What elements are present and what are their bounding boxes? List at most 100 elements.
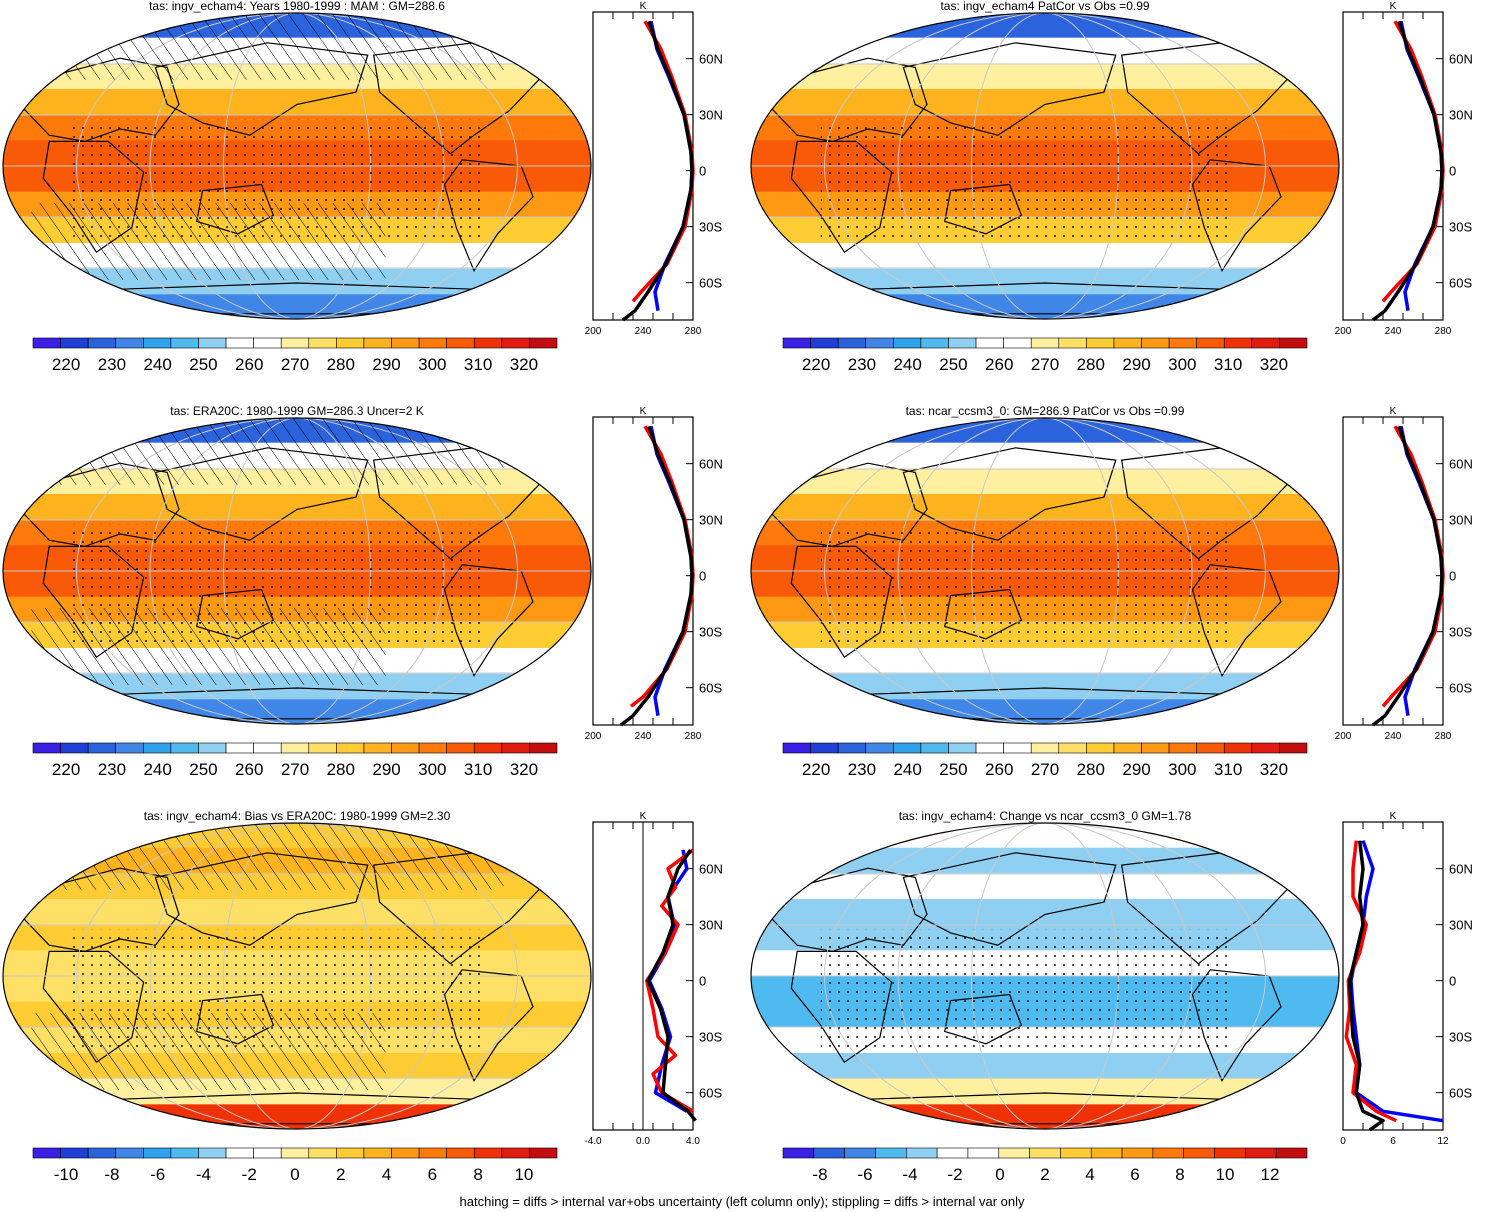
colorbar-tick-label: 290 — [372, 760, 400, 779]
colorbar-swatch — [115, 337, 144, 349]
panel-title: tas: ingv_echam4: Bias vs ERA20C: 1980-1… — [144, 809, 451, 823]
colorbar-tick-label: 300 — [418, 760, 446, 779]
colorbar-swatch — [529, 337, 558, 349]
colorbar-swatch — [837, 742, 867, 754]
colorbar-tick-label: 300 — [1168, 760, 1196, 779]
profile-series-line — [649, 20, 694, 311]
colorbar-swatch — [363, 742, 392, 754]
colorbar: 220 230 240 250 260 270 280 290 300 310 320 — [782, 742, 1308, 779]
colorbar-tick-label: 240 — [143, 355, 171, 374]
colorbar-swatch — [810, 742, 839, 754]
colorbar-swatch — [225, 1147, 254, 1159]
map-outline — [2, 822, 592, 1130]
profile-frame — [1342, 11, 1444, 321]
colorbar-swatch — [170, 1147, 199, 1159]
profile-lat-tick-label: 30N — [1449, 108, 1473, 123]
colorbar-tick-label: 260 — [235, 760, 263, 779]
colorbar-swatch — [1113, 337, 1142, 349]
colorbar-tick-label: 0 — [995, 1165, 1004, 1184]
profile-lat-tick-label: 60S — [1449, 276, 1472, 291]
colorbar-swatch — [336, 1147, 365, 1159]
colorbar-tick-label: 290 — [1122, 760, 1150, 779]
colorbar-tick-label: 290 — [1122, 355, 1150, 374]
colorbar-swatch — [998, 1147, 1030, 1159]
colorbar-swatch — [198, 742, 227, 754]
profile-unit-label: K — [640, 1, 647, 12]
colorbar-swatch — [782, 337, 811, 349]
colorbar-tick-label: 0 — [290, 1165, 299, 1184]
colorbar-swatch — [920, 742, 949, 754]
colorbar-swatch — [1251, 742, 1280, 754]
profile-lat-tick-label: 30N — [699, 918, 723, 933]
colorbar-swatch — [1168, 337, 1197, 349]
colorbar-swatch — [1183, 1147, 1215, 1159]
colorbar-swatch — [143, 1147, 172, 1159]
colorbar-swatch — [810, 337, 839, 349]
colorbar-swatch — [418, 337, 447, 349]
map-outline — [750, 822, 1340, 1130]
profile-x-tick-label: 280 — [685, 731, 702, 742]
profile-series-line — [1399, 20, 1444, 311]
colorbar-swatch — [143, 742, 172, 754]
profile-x-tick-label: 280 — [1435, 326, 1452, 337]
colorbar-swatch — [253, 1147, 282, 1159]
panel-p4: tas: ncar_ccsm3_0: GM=286.9 PatCor vs Ob… — [750, 404, 1473, 779]
panel-p1: tas: ingv_echam4: Years 1980-1999 : MAM … — [2, 0, 723, 374]
profile-lat-tick-label: 30N — [699, 513, 723, 528]
colorbar-swatch — [115, 1147, 144, 1159]
colorbar-swatch — [60, 337, 89, 349]
colorbar-swatch — [391, 1147, 420, 1159]
colorbar-swatch — [473, 337, 503, 349]
colorbar-swatch — [813, 1147, 845, 1159]
profile-unit-label: K — [1390, 811, 1397, 822]
profile-x-tick-label: 280 — [1435, 731, 1452, 742]
colorbar-tick-label: -10 — [54, 1165, 79, 1184]
colorbar-tick-label: 6 — [428, 1165, 437, 1184]
colorbar-swatch — [1214, 1147, 1246, 1159]
colorbar-swatch — [920, 337, 949, 349]
colorbar-swatch — [60, 742, 89, 754]
profile-x-tick-label: 0 — [1340, 1136, 1346, 1147]
map-outline — [750, 12, 1340, 320]
profile-lat-tick-label: 60N — [699, 457, 723, 472]
colorbar-swatch — [225, 742, 254, 754]
colorbar-swatch — [1152, 1147, 1185, 1159]
colorbar-swatch — [363, 337, 392, 349]
colorbar-swatch — [1090, 1147, 1123, 1159]
colorbar-tick-label: 220 — [802, 355, 830, 374]
profile-lat-tick-label: 30S — [1449, 625, 1472, 640]
colorbar-swatch — [1196, 742, 1225, 754]
profile-x-tick-label: 240 — [1385, 731, 1402, 742]
colorbar: -8 -6 -4 -2 0 2 4 6 8 10 12 — [782, 1147, 1308, 1184]
colorbar-swatch — [198, 1147, 227, 1159]
colorbar-swatch — [336, 742, 365, 754]
profile-lat-tick-label: 60S — [1449, 681, 1472, 696]
profile-x-tick-label: 200 — [1335, 326, 1352, 337]
colorbar-swatch — [837, 337, 867, 349]
profile-lat-tick-label: 0 — [699, 164, 706, 179]
map-field — [3, 418, 591, 724]
colorbar-tick-label: 270 — [281, 760, 309, 779]
colorbar-swatch — [1030, 742, 1060, 754]
profile-lat-tick-label: 0 — [1449, 164, 1456, 179]
profile-lat-tick-label: 0 — [699, 974, 706, 989]
colorbar-swatch — [446, 337, 475, 349]
colorbar-tick-label: 320 — [1260, 760, 1288, 779]
colorbar-tick-label: 270 — [1031, 760, 1059, 779]
panel-title: tas: ncar_ccsm3_0: GM=286.9 PatCor vs Ob… — [906, 404, 1185, 418]
colorbar-tick-label: 280 — [327, 355, 355, 374]
colorbar-swatch — [1058, 337, 1087, 349]
colorbar-swatch — [1223, 337, 1253, 349]
profile-lat-tick-label: 0 — [699, 569, 706, 584]
colorbar-swatch — [529, 742, 558, 754]
colorbar-tick-label: 240 — [143, 760, 171, 779]
profile-x-tick-label: 12 — [1437, 1136, 1449, 1147]
profile-unit-label: K — [640, 406, 647, 417]
profile-x-tick-label: 200 — [585, 731, 602, 742]
profile-lat-tick-label: 30N — [699, 108, 723, 123]
colorbar-swatch — [844, 1147, 876, 1159]
colorbar-swatch — [87, 337, 117, 349]
profile-series-line — [1399, 425, 1444, 716]
profile-x-tick-label: 240 — [635, 731, 652, 742]
profile-x-tick-label: 240 — [635, 326, 652, 337]
